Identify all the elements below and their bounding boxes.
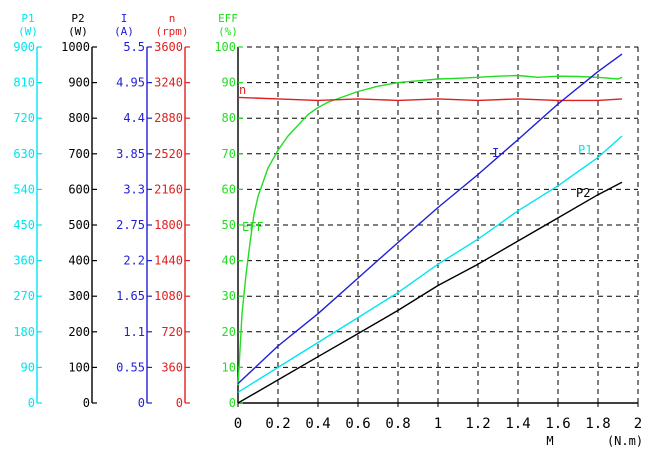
x-tick-label: 1.2: [465, 416, 490, 432]
tick-label-i: 5.5: [123, 40, 145, 54]
axis-name-eff: EFF: [218, 12, 238, 25]
tick-label-eff: 10: [222, 360, 236, 374]
tick-label-p2: 600: [68, 182, 90, 196]
tick-label-eff: 30: [222, 289, 236, 303]
x-tick-label: 0.8: [385, 416, 410, 432]
tick-label-n: 0: [176, 396, 183, 410]
tick-label-n: 3240: [154, 76, 183, 90]
tick-label-p1: 810: [13, 76, 35, 90]
x-tick-label: 2: [634, 416, 642, 432]
tick-label-i: 0: [138, 396, 145, 410]
axis-p1: P1(W) 0 90 180 270 360 450 540 630 720 810 900: [13, 12, 42, 410]
tick-label-eff: 60: [222, 182, 236, 196]
series-label-p2: P2: [576, 186, 590, 200]
tick-label-n: 1080: [154, 289, 183, 303]
tick-label-i: 3.85: [116, 147, 145, 161]
x-tick-label: 1: [434, 416, 442, 432]
tick-label-p2: 1000: [61, 40, 90, 54]
x-tick-label: 0.6: [345, 416, 370, 432]
tick-label-i: 4.4: [123, 111, 145, 125]
tick-label-eff: 80: [222, 111, 236, 125]
axis-unit-p2: (W): [68, 25, 88, 38]
x-axis: 0 0.2 0.4 0.6 0.8 1 1.2 1.4 1.6 1.8 2 M (N.m): [234, 403, 643, 448]
left-axes: P1(W)090180270360450540630720810900P2(W)…: [13, 12, 243, 410]
x-tick-label: 0.4: [305, 416, 330, 432]
axis-unit-n: (rpm): [155, 25, 188, 38]
x-tick-label: 1.4: [505, 416, 530, 432]
tick-label-eff: 100: [214, 40, 236, 54]
tick-label-n: 2880: [154, 111, 183, 125]
x-tick-label: 1.8: [585, 416, 610, 432]
tick-label-i: 0.55: [116, 360, 145, 374]
x-tick-label: 0.2: [265, 416, 290, 432]
x-axis-unit: (N.m): [607, 434, 643, 448]
tick-label-n: 1800: [154, 218, 183, 232]
tick-label-p2: 100: [68, 360, 90, 374]
tick-label-p1: 270: [13, 289, 35, 303]
axis-eff: EFF(%) 0 10 20 30 40 50 60 70 80 90 100: [214, 12, 243, 410]
series-line-eff: [237, 74, 623, 386]
tick-label-i: 1.1: [123, 325, 145, 339]
tick-label-i: 2.75: [116, 218, 145, 232]
series-label-n: n: [239, 83, 246, 97]
tick-label-p2: 400: [68, 254, 90, 268]
axis-i: I(A) 0 0.55 1.1 1.65 2.2 2.75 3.3 3.85 4.4 4.95 5.5: [114, 12, 152, 410]
series-line-p1: [237, 135, 623, 393]
series-label-i: I: [492, 146, 499, 160]
tick-label-i: 4.95: [116, 76, 145, 90]
tick-label-n: 720: [161, 325, 183, 339]
x-axis-label: M: [546, 434, 553, 448]
tick-label-p1: 0: [28, 396, 35, 410]
x-tick-label: 1.6: [545, 416, 570, 432]
series-line-i: [237, 53, 623, 385]
tick-label-p2: 900: [68, 76, 90, 90]
axis-name-p1: P1: [21, 12, 34, 25]
tick-label-i: 2.2: [123, 254, 145, 268]
tick-label-p2: 300: [68, 289, 90, 303]
tick-label-eff: 0: [229, 396, 236, 410]
axis-name-n: n: [169, 12, 176, 25]
tick-label-p1: 630: [13, 147, 35, 161]
series-label-p1: P1: [578, 143, 592, 157]
x-tick-label: 0: [234, 416, 242, 432]
tick-label-p2: 700: [68, 147, 90, 161]
series-line-n: [237, 96, 623, 102]
tick-label-eff: 40: [222, 254, 236, 268]
tick-label-eff: 50: [222, 218, 236, 232]
tick-label-n: 2160: [154, 182, 183, 196]
tick-label-n: 360: [161, 360, 183, 374]
tick-label-n: 3600: [154, 40, 183, 54]
tick-label-p1: 180: [13, 325, 35, 339]
tick-label-p1: 450: [13, 218, 35, 232]
tick-label-p1: 90: [21, 360, 35, 374]
tick-label-p1: 720: [13, 111, 35, 125]
tick-label-p1: 540: [13, 182, 35, 196]
series-label-eff: EFF: [242, 220, 264, 234]
axis-unit-i: (A): [114, 25, 134, 38]
tick-label-p2: 200: [68, 325, 90, 339]
axis-name-i: I: [121, 12, 128, 25]
tick-label-p1: 900: [13, 40, 35, 54]
tick-label-p2: 800: [68, 111, 90, 125]
tick-label-eff: 20: [222, 325, 236, 339]
tick-label-i: 1.65: [116, 289, 145, 303]
tick-label-p1: 360: [13, 254, 35, 268]
series-lines: EFF n I P1 P2: [237, 53, 623, 404]
tick-label-i: 3.3: [123, 182, 145, 196]
axis-n: n(rpm) 0 360 720 1080 1440 1800 2160 2520 2880 324…: [154, 12, 190, 410]
tick-label-n: 1440: [154, 254, 183, 268]
tick-label-p2: 500: [68, 218, 90, 232]
axis-name-p2: P2: [71, 12, 84, 25]
axis-unit-eff: (%): [218, 25, 238, 38]
tick-label-n: 2520: [154, 147, 183, 161]
axis-unit-p1: (W): [18, 25, 38, 38]
tick-label-p2: 0: [83, 396, 90, 410]
tick-label-eff: 70: [222, 147, 236, 161]
series-line-p2: [237, 181, 623, 404]
axis-p2: P2(W) 0 100 200 300 400 500 600 700 800 900 1000: [61, 12, 97, 410]
tick-label-eff: 90: [222, 76, 236, 90]
